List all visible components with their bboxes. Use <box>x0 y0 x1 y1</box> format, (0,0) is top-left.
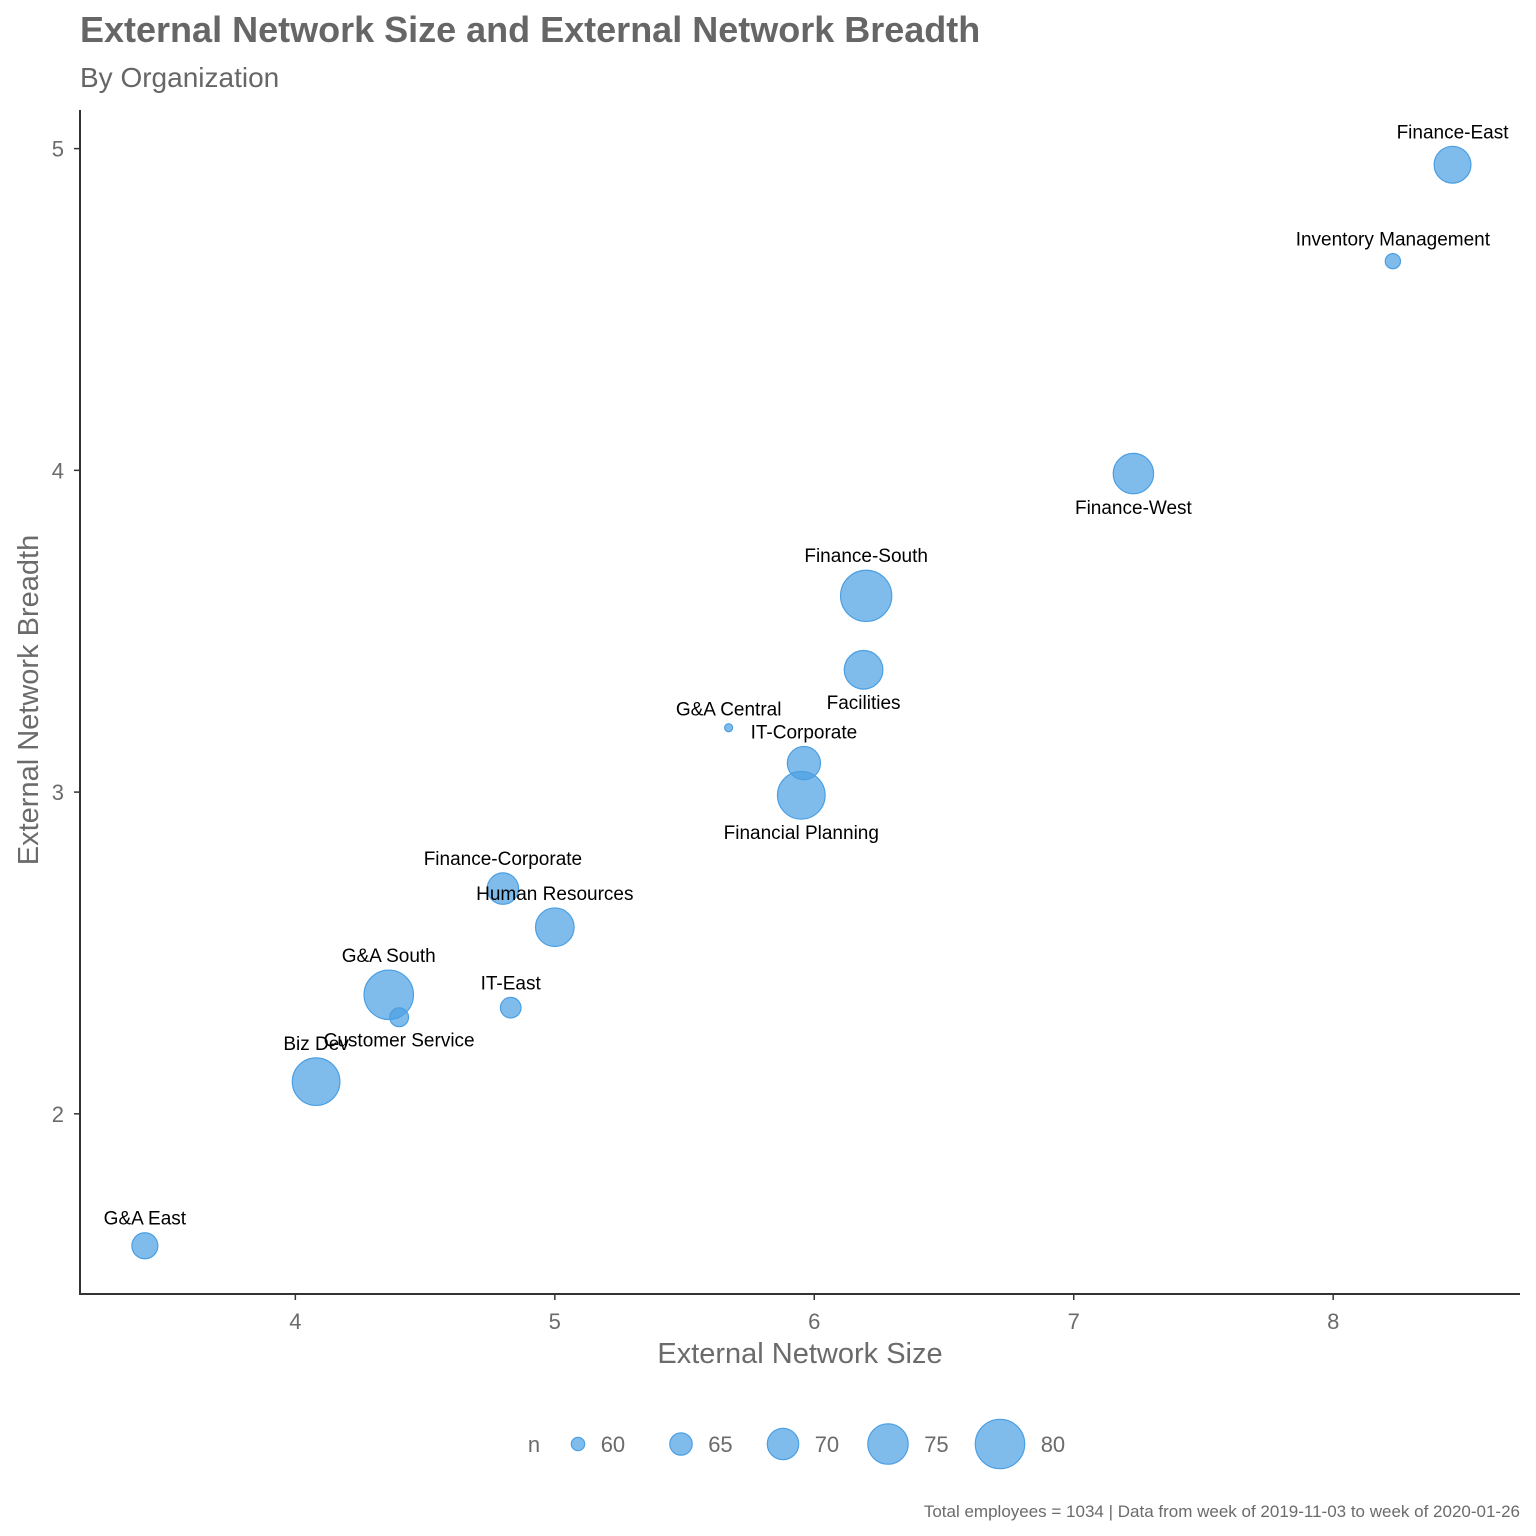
x-tick-label: 5 <box>549 1309 561 1334</box>
data-point <box>291 1057 341 1107</box>
y-tick-label: 2 <box>52 1102 64 1127</box>
x-tick-label: 6 <box>808 1309 820 1334</box>
data-point <box>839 569 893 623</box>
chart-caption: Total employees = 1034 | Data from week … <box>924 1502 1520 1521</box>
legend-label: 80 <box>1041 1432 1065 1457</box>
y-axis-ticks: 2 3 4 5 <box>52 137 80 1127</box>
point-label: Financial Planning <box>724 823 879 844</box>
point-label: Finance-West <box>1075 498 1193 519</box>
chart-subtitle: By Organization <box>80 62 279 93</box>
point-label: Finance-Corporate <box>424 849 582 870</box>
point-label: Human Resources <box>476 884 633 905</box>
legend-key <box>974 1418 1026 1470</box>
point-label: Finance-East <box>1397 122 1510 143</box>
point-label: IT-Corporate <box>751 723 858 744</box>
legend-key <box>867 1423 909 1465</box>
x-tick-label: 7 <box>1068 1309 1080 1334</box>
legend-key <box>669 1432 693 1456</box>
y-axis-title: External Network Breadth <box>13 535 45 865</box>
point-label: G&A East <box>104 1209 187 1230</box>
point-label: G&A Central <box>676 700 782 721</box>
data-point <box>363 969 415 1021</box>
chart-title: External Network Size and External Netwo… <box>80 9 980 50</box>
legend-label: 75 <box>924 1432 948 1457</box>
data-point <box>499 996 522 1019</box>
data-point <box>131 1232 159 1260</box>
data-point <box>724 723 734 733</box>
legend-title: n <box>528 1432 540 1457</box>
point-label: G&A South <box>342 946 436 967</box>
x-tick-label: 4 <box>289 1309 301 1334</box>
legend-label: 65 <box>708 1432 732 1457</box>
data-point <box>1433 145 1472 184</box>
point-label: Finance-South <box>804 546 928 567</box>
point-label: IT-East <box>481 973 542 994</box>
data-point <box>486 872 520 905</box>
x-tick-label: 8 <box>1327 1309 1339 1334</box>
legend-label: 70 <box>815 1432 839 1457</box>
size-legend: n 60 65 70 75 80 <box>528 1418 1065 1470</box>
point-label: Customer Service <box>324 1031 475 1052</box>
data-point <box>1384 253 1402 270</box>
data-point <box>389 1007 410 1028</box>
y-tick-label: 4 <box>52 458 64 483</box>
data-point <box>776 770 826 820</box>
data-point <box>843 649 884 690</box>
points-layer <box>131 145 1472 1260</box>
labels-layer: Finance-East Inventory Management Finance-… <box>104 122 1510 1229</box>
point-label: Inventory Management <box>1296 230 1491 251</box>
legend-key <box>570 1436 586 1452</box>
y-tick-label: 3 <box>52 780 64 805</box>
y-tick-label: 5 <box>52 137 64 162</box>
legend-label: 60 <box>601 1432 625 1457</box>
data-point <box>1112 452 1155 495</box>
x-axis-ticks: 4 5 6 7 8 <box>289 1294 1339 1334</box>
data-point <box>534 907 575 948</box>
legend-key <box>766 1427 800 1461</box>
point-label: Biz Dev <box>283 1034 349 1055</box>
x-axis-title: External Network Size <box>657 1338 942 1370</box>
point-label: Facilities <box>827 693 901 714</box>
